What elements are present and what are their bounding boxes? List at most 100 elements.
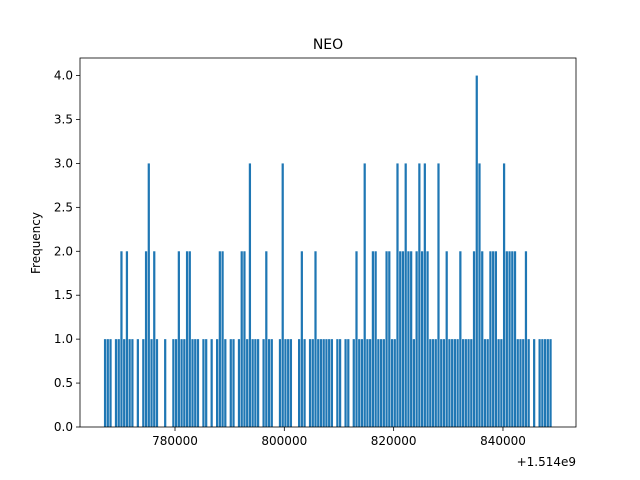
bar [120,251,123,427]
bar [297,339,301,427]
bar [516,339,519,427]
bar [461,339,465,427]
bar [404,163,407,427]
bar [322,339,325,427]
bar [308,339,312,427]
bar [410,251,413,427]
bar [467,339,470,427]
bar [437,163,440,427]
bar [522,339,525,427]
bar [303,339,306,427]
bar [366,339,369,427]
bar [360,339,364,427]
bar [352,339,355,427]
bar [328,339,331,427]
bar [131,339,134,427]
bar [377,339,380,427]
bar [546,339,549,427]
bar [232,339,235,427]
bar [224,339,227,427]
bar [527,339,530,427]
bar [445,251,448,427]
y-tick-label: 2.0 [54,244,73,258]
bar [396,163,399,427]
bar [478,163,481,427]
bar [164,339,167,427]
bar [385,251,388,427]
bar [281,163,284,427]
bar [194,339,197,427]
bar [426,251,429,427]
bar [494,251,498,427]
bar [486,339,489,427]
bar [265,251,268,427]
bar [505,251,508,427]
bar [497,339,500,427]
bar [114,339,118,427]
bar [508,251,511,427]
bar [202,339,205,427]
bar [254,339,257,427]
x-tick-label: 800000 [261,434,307,448]
bar [330,339,334,427]
bar [420,251,424,427]
y-tick-label: 1.5 [54,288,73,302]
bar [401,251,405,427]
bar [358,339,361,427]
bar [300,251,303,427]
bar [147,163,150,427]
bar [191,339,194,427]
bar [240,251,243,427]
bar [251,339,254,427]
bar [440,339,443,427]
bar [371,251,375,427]
bar [336,339,339,427]
bar [483,339,487,427]
bar [183,339,186,427]
bar [267,339,271,427]
bar [177,251,180,427]
bar [289,339,293,427]
bar [185,251,189,427]
bar [311,339,314,427]
bar [144,251,148,427]
bar [379,339,383,427]
bar [319,339,323,427]
bar [215,339,219,427]
bar [429,339,432,427]
bar [210,339,213,427]
bar [180,339,183,427]
bar [412,339,416,427]
bar [153,251,156,427]
y-tick-label: 1.0 [54,332,73,346]
bar [543,339,547,427]
bar [541,339,544,427]
bar [175,339,178,427]
bar [284,339,287,427]
chart-title: NEO [313,37,343,53]
bar [246,339,249,427]
bar [248,163,252,427]
bar [347,339,350,427]
bar [109,339,112,427]
bar [196,339,200,427]
bar [393,339,396,427]
bar [150,339,153,427]
bar [459,251,462,427]
bar [218,251,221,427]
y-tick-label: 3.5 [54,113,73,127]
x-offset-label: +1.514e9 [517,455,576,469]
bar [103,339,107,427]
bar [472,251,476,427]
bar [442,339,446,427]
bar [453,339,457,427]
bar [123,339,126,427]
bar [533,339,536,427]
plot-frame [79,57,577,428]
bar [456,339,459,427]
bar [448,339,451,427]
bar [221,251,224,427]
bar [142,339,145,427]
